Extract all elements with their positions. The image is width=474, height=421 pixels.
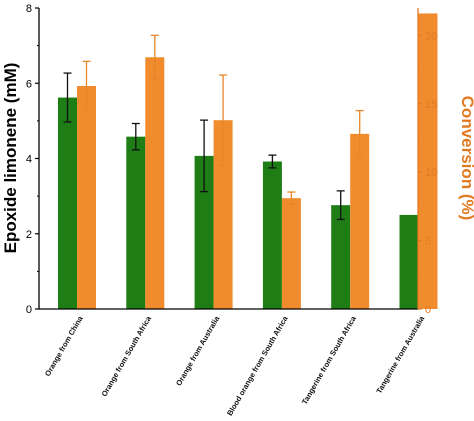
bar-conversion-3 <box>281 198 301 309</box>
y-tick-label-2: 2 <box>26 229 32 241</box>
y-tick-label-8: 8 <box>26 3 32 15</box>
bar-epoxide-0 <box>58 97 77 309</box>
bar-conversion-0 <box>77 85 96 310</box>
y2-tick-label-0: 0 <box>425 304 431 316</box>
y2-tick-label-5: 5 <box>425 236 431 248</box>
bar-epoxide-5 <box>399 214 419 309</box>
y-tick-label-6: 6 <box>26 78 32 90</box>
bar-epoxide-3 <box>262 161 282 309</box>
bar-conversion-4 <box>350 133 370 309</box>
x-tick-label-5: Tangerine from Australia <box>374 314 426 395</box>
y-tick-label-4: 4 <box>26 154 32 166</box>
y2-tick-label-20: 20 <box>425 30 437 42</box>
bar-epoxide-2 <box>194 155 214 309</box>
x-tick-label-0: Orange from China <box>43 314 85 378</box>
x-tick-label-2: Orange from Australia <box>174 314 222 388</box>
bar-conversion-2 <box>213 120 233 309</box>
bar-epoxide-4 <box>331 205 351 309</box>
x-tick-label-3: Blood orange from South Africa <box>225 314 290 417</box>
bar-epoxide-1 <box>126 136 146 309</box>
y-axis-title: Epoxide limonene (mM) <box>1 63 20 254</box>
bar-conversion-5 <box>418 13 438 310</box>
y2-tick-label-15: 15 <box>425 99 437 111</box>
y2-tick-label-10: 10 <box>425 167 437 179</box>
bar-conversion-1 <box>145 57 165 309</box>
x-tick-label-4: Tangerine from South Africa <box>300 314 358 406</box>
x-tick-label-1: Orange from South Africa <box>100 314 154 398</box>
y-tick-label-0: 0 <box>26 304 32 316</box>
plot-area: Orange from China Orange from South Afric… <box>26 3 438 417</box>
y2-axis-title: Conversion (%) <box>458 96 474 221</box>
